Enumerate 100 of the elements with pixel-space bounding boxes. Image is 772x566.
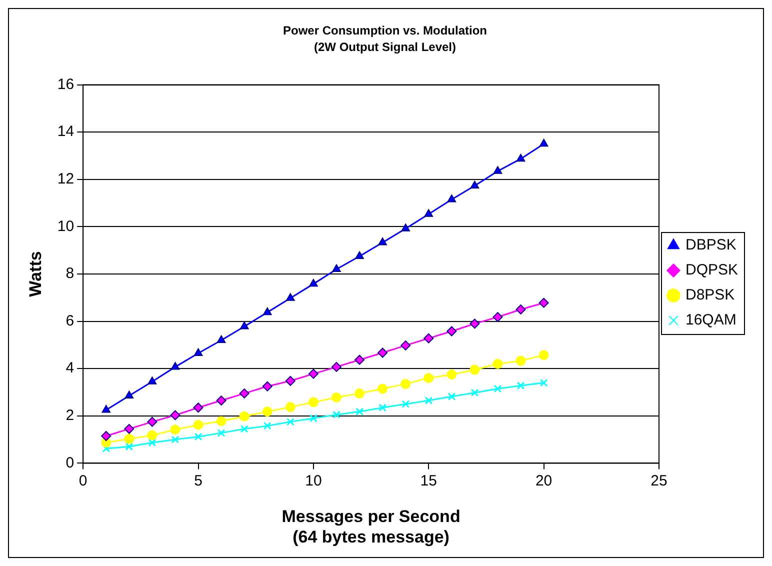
point (240, 424, 248, 433)
point (239, 388, 250, 398)
point (171, 436, 180, 444)
y-tick-label: 0 (66, 454, 74, 472)
point (470, 180, 480, 189)
point (170, 362, 180, 370)
point (125, 442, 134, 451)
point (147, 416, 158, 427)
point (402, 400, 410, 408)
point (424, 209, 434, 217)
point (400, 340, 411, 350)
point (470, 388, 479, 397)
x-tick-label: 5 (194, 472, 202, 490)
x-tick-label: 20 (535, 472, 552, 490)
point (331, 362, 342, 372)
x-tick-label: 15 (420, 472, 437, 490)
point (332, 264, 341, 272)
point (124, 434, 134, 444)
legend-label: D8PSK (685, 286, 735, 304)
point (239, 411, 250, 422)
x-tick-label: 25 (650, 472, 668, 490)
point (492, 312, 503, 322)
point (263, 422, 272, 430)
point (193, 402, 204, 413)
point (448, 392, 456, 400)
point (424, 396, 433, 404)
point (217, 428, 226, 437)
point (424, 373, 434, 384)
chart-title: Power Consumption vs. Modulation (283, 24, 487, 38)
x-tick-label: 0 (78, 472, 88, 490)
point (516, 154, 526, 162)
point (470, 318, 480, 329)
point (286, 418, 294, 426)
point (516, 382, 525, 390)
point (216, 416, 226, 426)
point (378, 404, 386, 412)
point (538, 350, 549, 360)
y-tick-label: 8 (66, 265, 74, 282)
point (447, 194, 456, 202)
point (400, 378, 411, 389)
point (240, 322, 249, 330)
point (285, 376, 296, 386)
point (101, 431, 112, 442)
point (446, 370, 457, 380)
point (193, 420, 204, 430)
point (355, 251, 364, 260)
point (286, 293, 295, 301)
point (194, 432, 202, 441)
point (538, 298, 549, 308)
point (308, 368, 318, 379)
point (401, 224, 410, 232)
legend-label: DBPSK (685, 236, 736, 254)
y-tick-label: 16 (57, 76, 74, 93)
y-tick-label: 4 (66, 360, 74, 377)
point (331, 392, 342, 402)
point (540, 378, 548, 387)
point (310, 414, 318, 422)
point (356, 408, 364, 416)
point (170, 410, 180, 420)
point (354, 388, 365, 398)
point (424, 333, 434, 344)
y-tick-label: 10 (57, 218, 74, 235)
point (309, 278, 318, 287)
point (492, 358, 503, 369)
point (516, 304, 526, 314)
x-tick-label: 10 (305, 472, 322, 490)
point (539, 138, 548, 147)
y-tick-label: 14 (57, 123, 74, 140)
point (354, 354, 365, 365)
point (494, 384, 502, 393)
point (493, 166, 502, 174)
point (378, 238, 387, 246)
point (102, 404, 111, 413)
y-tick-label: 12 (57, 170, 74, 188)
point (216, 396, 226, 406)
point (308, 397, 318, 408)
point (148, 376, 157, 384)
point (147, 430, 158, 440)
y-axis-title: Watts (26, 251, 45, 297)
y-tick-label: 2 (66, 407, 74, 424)
point (124, 390, 134, 399)
point (332, 410, 340, 419)
point (285, 402, 296, 412)
point (470, 364, 480, 375)
point (378, 384, 388, 394)
text: Messages per Second (282, 507, 460, 526)
point (148, 438, 156, 447)
point (262, 381, 272, 392)
point (194, 348, 203, 356)
point (378, 348, 388, 358)
point (446, 326, 457, 336)
legend-label: 16QAM (685, 312, 736, 329)
point (516, 356, 526, 366)
point (262, 406, 272, 417)
point (102, 444, 110, 452)
point (124, 424, 134, 434)
point (262, 307, 272, 316)
chart-subtitle: (2W Output Signal Level) (314, 40, 456, 54)
text: (64 bytes message) (292, 527, 450, 546)
y-tick-label: 6 (66, 312, 74, 330)
